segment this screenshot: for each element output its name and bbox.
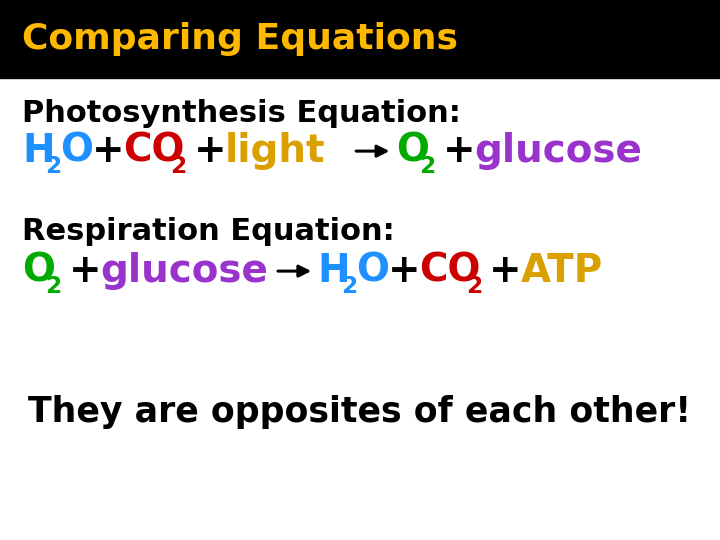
- Text: +: +: [489, 252, 522, 290]
- Text: O: O: [22, 252, 55, 290]
- Text: +: +: [68, 252, 102, 290]
- Text: H: H: [22, 132, 55, 170]
- Text: O: O: [396, 132, 428, 170]
- Text: 2: 2: [341, 275, 357, 298]
- Text: ATP: ATP: [521, 252, 603, 290]
- Text: 2: 2: [45, 154, 62, 178]
- Text: 2: 2: [45, 275, 62, 298]
- Text: light: light: [225, 132, 325, 170]
- Bar: [0, 0, 720, 78]
- Text: O: O: [60, 132, 94, 170]
- Text: Comparing Equations: Comparing Equations: [22, 22, 458, 56]
- Text: O: O: [356, 252, 389, 290]
- Text: CO: CO: [419, 252, 480, 290]
- Text: +: +: [387, 252, 420, 290]
- Text: 2: 2: [466, 275, 482, 298]
- Text: They are opposites of each other!: They are opposites of each other!: [28, 395, 692, 429]
- Text: H: H: [318, 252, 350, 290]
- Text: Photosynthesis Equation:: Photosynthesis Equation:: [22, 99, 461, 128]
- Text: 2: 2: [170, 154, 186, 178]
- Text: glucose: glucose: [100, 252, 268, 290]
- Text: glucose: glucose: [474, 132, 642, 170]
- Text: Respiration Equation:: Respiration Equation:: [22, 217, 395, 246]
- Text: CO: CO: [124, 132, 185, 170]
- Text: +: +: [92, 132, 125, 170]
- Text: +: +: [442, 132, 475, 170]
- Text: 2: 2: [419, 154, 436, 178]
- Text: +: +: [194, 132, 226, 170]
